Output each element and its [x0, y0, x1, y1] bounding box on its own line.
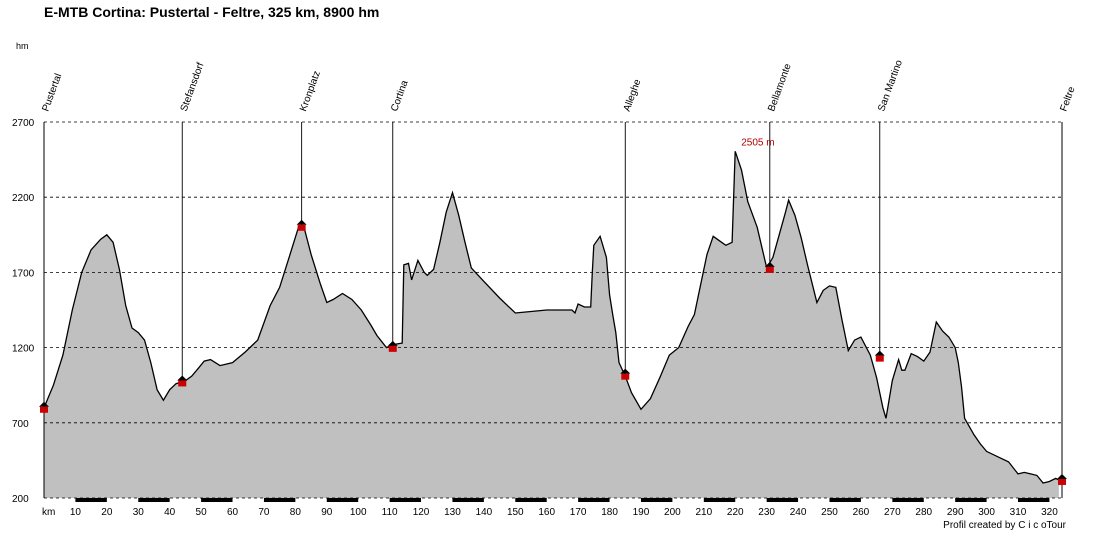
x-axis-label: km [42, 507, 55, 518]
scale-segment [515, 498, 547, 502]
y-tick-label: 2700 [12, 118, 35, 129]
waypoint-marker-roof [620, 368, 631, 374]
x-tick-label: 190 [633, 507, 650, 518]
scale-segment [640, 498, 673, 502]
waypoint-label: Feltre [1058, 85, 1077, 113]
credit-text: Profil created by C i c oTour [943, 520, 1066, 531]
waypoint-marker-roof [1057, 473, 1067, 479]
scale-segment [263, 498, 296, 502]
profile-area [44, 151, 1059, 499]
waypoint-label: Kronplatz [298, 70, 323, 113]
x-tick-label: 150 [507, 507, 524, 518]
x-tick-label: 260 [853, 507, 870, 518]
waypoint-label: Alleghe [622, 78, 644, 114]
waypoint-marker [765, 266, 774, 273]
scale-segment [452, 498, 484, 502]
waypoint-label: Stefansdorf [179, 61, 207, 113]
waypoint-marker-roof [387, 340, 398, 346]
waypoint-label: San Martino [876, 58, 905, 113]
x-tick-label: 30 [133, 507, 145, 518]
x-tick-label: 140 [476, 507, 493, 518]
scale-segment [201, 498, 233, 502]
x-tick-label: 320 [1041, 507, 1058, 518]
x-tick-label: 100 [350, 507, 367, 518]
waypoint-marker-roof [874, 350, 885, 356]
waypoint-marker [388, 345, 397, 352]
x-tick-label: 120 [413, 507, 430, 518]
scale-segment [326, 498, 359, 502]
scale-segment [1018, 498, 1050, 502]
waypoint-label: Cortina [389, 79, 411, 113]
scale-segment [578, 498, 610, 502]
scale-segment [138, 498, 170, 502]
x-tick-label: 70 [258, 507, 270, 518]
profile-line [43, 151, 1060, 484]
x-tick-label: 300 [978, 507, 995, 518]
waypoint-marker [621, 373, 630, 380]
waypoint-marker-roof [39, 401, 49, 407]
scale-segment [829, 498, 861, 502]
x-tick-label: 290 [947, 507, 964, 518]
x-tick-label: 200 [664, 507, 681, 518]
x-tick-label: 40 [164, 507, 176, 518]
x-tick-label: 10 [70, 507, 82, 518]
scale-segment [955, 498, 987, 502]
x-tick-label: 160 [538, 507, 555, 518]
scale-segment [703, 498, 736, 502]
scale-segment [766, 498, 799, 502]
y-axis-label: hm [16, 41, 29, 51]
x-tick-label: 310 [1010, 507, 1027, 518]
x-tick-label: 240 [790, 507, 807, 518]
waypoint-label: Pustertal [40, 72, 64, 113]
waypoint-marker [178, 380, 187, 387]
y-tick-label: 700 [12, 419, 29, 430]
x-tick-label: 110 [382, 507, 398, 518]
waypoint-marker-roof [296, 219, 307, 225]
x-tick-label: 60 [227, 507, 239, 518]
x-tick-label: 170 [570, 507, 587, 518]
y-tick-label: 1700 [12, 268, 35, 279]
x-tick-label: 210 [695, 507, 712, 518]
scale-segment [892, 498, 924, 502]
waypoint-marker [40, 406, 48, 413]
x-tick-label: 90 [321, 507, 333, 518]
waypoint-marker-roof [177, 375, 188, 381]
scale-segment [389, 498, 422, 502]
waypoint-marker [1058, 478, 1066, 485]
waypoint-marker [297, 224, 306, 231]
y-tick-label: 2200 [12, 193, 35, 204]
y-tick-label: 200 [12, 494, 29, 505]
waypoint-marker [875, 355, 884, 362]
x-tick-label: 130 [444, 507, 461, 518]
waypoint-marker-roof [764, 261, 775, 267]
waypoint-label: Bellamonte [766, 62, 794, 113]
x-tick-label: 250 [821, 507, 838, 518]
x-tick-label: 50 [196, 507, 208, 518]
x-tick-label: 270 [884, 507, 901, 518]
x-tick-label: 180 [601, 507, 618, 518]
x-tick-label: 80 [290, 507, 302, 518]
y-tick-label: 1200 [12, 344, 35, 355]
chart-title: E-MTB Cortina: Pustertal - Feltre, 325 k… [44, 4, 380, 20]
scale-segment [75, 498, 107, 502]
x-tick-label: 230 [758, 507, 775, 518]
x-tick-label: 20 [101, 507, 113, 518]
x-tick-label: 220 [727, 507, 744, 518]
peak-label: 2505 m [741, 137, 774, 148]
x-tick-label: 280 [915, 507, 932, 518]
